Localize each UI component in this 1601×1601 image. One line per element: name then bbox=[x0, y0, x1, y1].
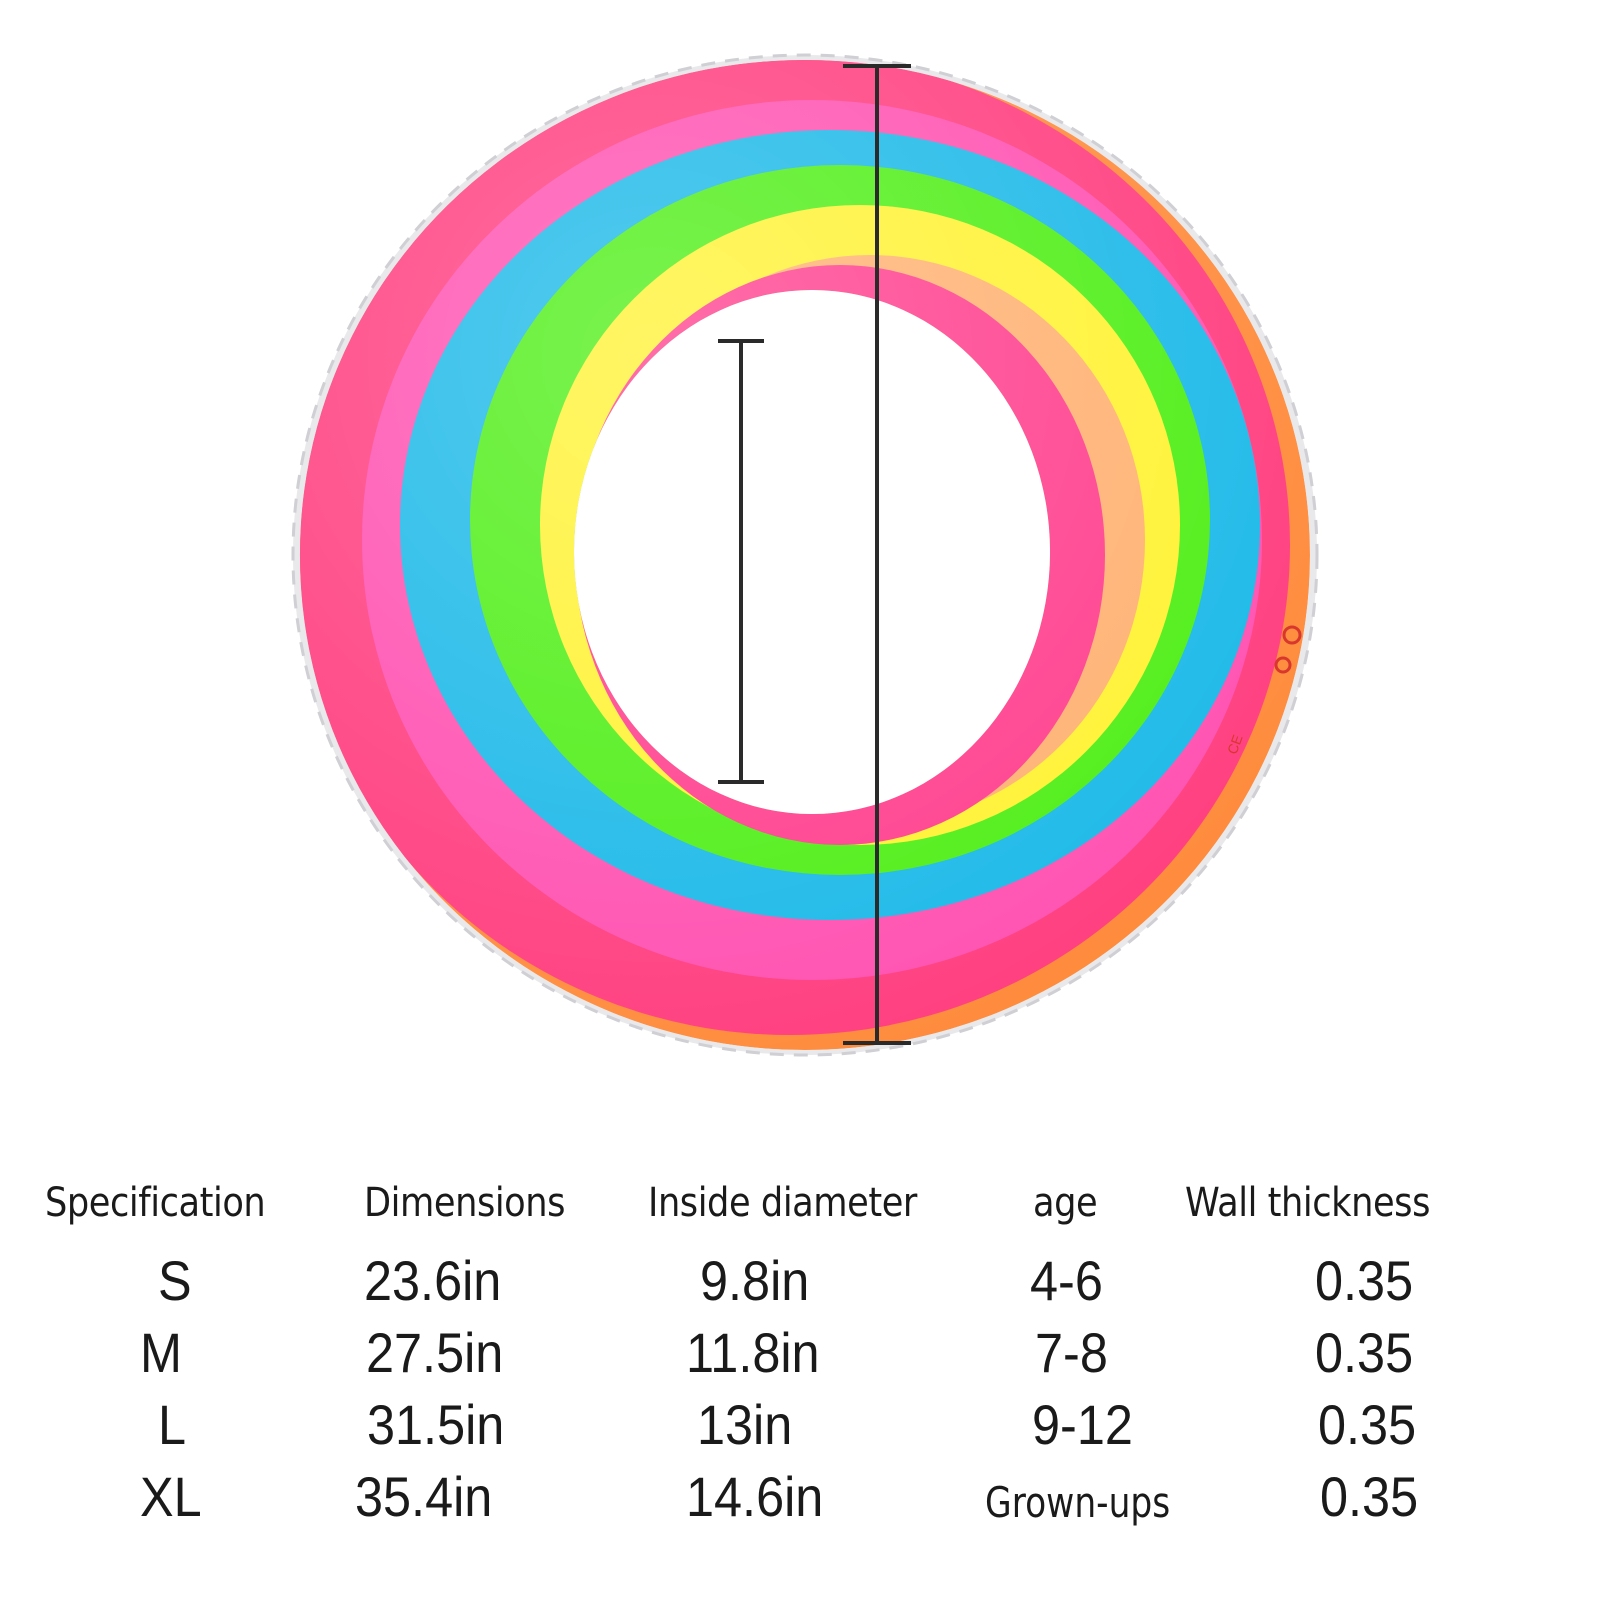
cell-age: 7-8 bbox=[1035, 1321, 1108, 1384]
header-age: age bbox=[1033, 1180, 1098, 1226]
cell-inside-diameter: 11.8in bbox=[686, 1321, 820, 1384]
cell-size: XL bbox=[140, 1465, 202, 1528]
cell-wall-thickness: 0.35 bbox=[1315, 1249, 1414, 1312]
cell-dimensions: 23.6in bbox=[364, 1249, 502, 1312]
cell-inside-diameter: 13in bbox=[697, 1393, 793, 1456]
recycle-icon bbox=[1274, 656, 1292, 674]
outer-diameter-marker bbox=[843, 64, 911, 1045]
inner-diameter-marker bbox=[718, 339, 764, 784]
header-inside-diameter: Inside diameter bbox=[648, 1180, 917, 1226]
cell-inside-diameter: 9.8in bbox=[700, 1249, 810, 1312]
cell-age: 4-6 bbox=[1030, 1249, 1103, 1312]
cell-age: Grown-ups bbox=[985, 1478, 1171, 1527]
cell-size: S bbox=[158, 1249, 192, 1312]
cell-dimensions: 35.4in bbox=[355, 1465, 493, 1528]
swim-ring-illustration: CE bbox=[291, 53, 1319, 1057]
cell-wall-thickness: 0.35 bbox=[1320, 1465, 1419, 1528]
cell-wall-thickness: 0.35 bbox=[1318, 1393, 1417, 1456]
svg-text:CE: CE bbox=[1224, 732, 1246, 756]
cell-dimensions: 27.5in bbox=[366, 1321, 504, 1384]
header-wall-thickness: Wall thickness bbox=[1185, 1180, 1430, 1226]
header-dimensions: Dimensions bbox=[364, 1180, 566, 1226]
ring-hole bbox=[574, 290, 1050, 814]
brand-logo-icon bbox=[1282, 625, 1302, 645]
cell-size: L bbox=[158, 1393, 187, 1456]
cell-inside-diameter: 14.6in bbox=[686, 1465, 824, 1528]
header-specification: Specification bbox=[45, 1180, 266, 1226]
cell-dimensions: 31.5in bbox=[367, 1393, 505, 1456]
ce-certification-mark: CE bbox=[1224, 732, 1246, 756]
cell-age: 9-12 bbox=[1032, 1393, 1133, 1456]
cell-size: M bbox=[140, 1321, 182, 1384]
cell-wall-thickness: 0.35 bbox=[1315, 1321, 1414, 1384]
